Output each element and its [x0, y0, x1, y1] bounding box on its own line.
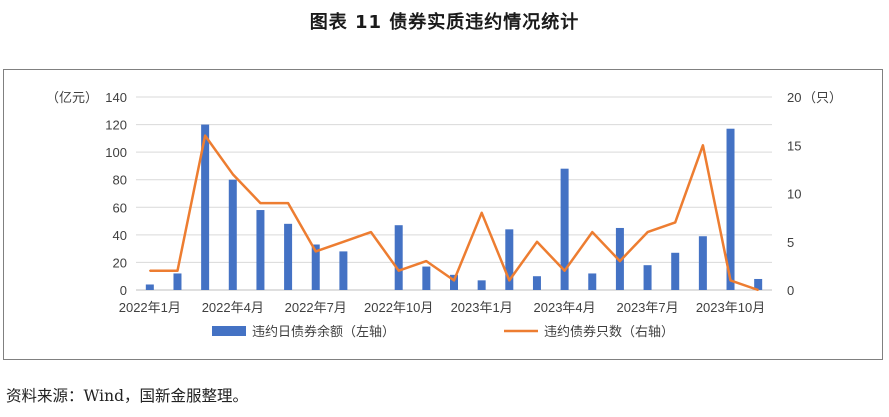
bar [726, 128, 735, 290]
line-point [453, 279, 455, 282]
line-point [757, 289, 759, 291]
left-axis-tick-label: 20 [113, 255, 127, 270]
bar [671, 252, 680, 290]
right-axis-tick-label: 10 [787, 187, 801, 202]
page-title: 图表 11 债券实质违约情况统计 [309, 12, 580, 33]
bar [284, 223, 293, 290]
bar [643, 265, 652, 290]
bar [754, 278, 763, 290]
line-point [397, 269, 400, 272]
line-point [259, 202, 262, 204]
x-axis-tick-label: 2023年1月 [451, 300, 513, 315]
bar [698, 236, 707, 290]
x-axis-tick-label: 2023年10月 [696, 300, 765, 315]
right-axis-tick-label: 0 [787, 283, 794, 298]
left-axis-tick-label: 140 [105, 90, 127, 105]
left-axis-tick-label: 40 [113, 228, 127, 243]
line-path [149, 134, 759, 292]
line-point [176, 269, 179, 272]
right-axis-unit: （只） [803, 91, 842, 106]
bar [256, 210, 265, 290]
bar [588, 273, 597, 290]
line-point [314, 250, 317, 253]
left-axis-tick-label: 100 [105, 145, 127, 160]
bar [505, 229, 514, 290]
bar [311, 244, 320, 290]
bar-series [145, 124, 763, 290]
right-axis-tick-label: 15 [787, 138, 801, 153]
left-axis-tick-label: 120 [105, 118, 127, 133]
line-point [425, 260, 428, 262]
bar [394, 225, 403, 290]
line-point [149, 269, 151, 272]
left-axis-tick-label: 0 [120, 283, 127, 298]
right-axis-ticks: 0 5 10 15 [787, 138, 801, 298]
legend-bar-swatch [212, 326, 246, 336]
line-point [702, 144, 704, 147]
left-axis-unit: （亿元） [46, 91, 98, 106]
line-point [480, 212, 483, 214]
bar [339, 251, 348, 290]
x-axis-tick-label: 2022年7月 [285, 300, 347, 315]
x-axis-tick-label: 2022年1月 [119, 300, 181, 315]
line-point [674, 221, 677, 224]
legend: 违约日债券余额（左轴） 违约债券只数（右轴） [212, 324, 674, 340]
bar [477, 280, 486, 290]
left-axis-tick-label: 60 [113, 200, 127, 215]
bar [201, 124, 210, 290]
right-axis-tick-max: 20 [787, 90, 801, 105]
line-point [342, 240, 345, 243]
bar [145, 284, 154, 290]
line-point [536, 240, 538, 243]
legend-line-label: 违约债券只数（右轴） [544, 324, 674, 340]
line-point [370, 231, 372, 233]
bar [615, 227, 624, 290]
bar [560, 168, 569, 290]
line-point [287, 202, 289, 204]
bar [450, 274, 458, 290]
x-axis-tick-label: 2022年4月 [202, 300, 264, 315]
x-axis-tick-label: 2023年4月 [534, 300, 596, 315]
line-series [149, 134, 759, 292]
line-point [563, 269, 566, 272]
line-point [619, 260, 621, 262]
bar [228, 179, 237, 290]
line-point [231, 173, 234, 175]
left-axis-tick-label: 80 [113, 173, 127, 188]
line-point [729, 279, 732, 282]
line-point [204, 134, 206, 137]
bar [422, 266, 431, 290]
source-note: 资料来源：Wind，国新金服整理。 [6, 387, 249, 405]
x-axis-tick-label: 2023年7月 [616, 300, 678, 315]
bar [532, 276, 541, 290]
line-point [591, 231, 594, 233]
gridlines [136, 96, 772, 291]
right-axis-tick-label: 5 [787, 235, 794, 250]
chart-frame [3, 69, 883, 360]
line-point [646, 231, 649, 233]
legend-bar-label: 违约日债券余额（左轴） [252, 324, 395, 340]
bar [173, 273, 182, 290]
line-point [508, 279, 511, 282]
x-axis-ticks: 2022年1月 2022年4月 2022年7月 2022年10月 2023年1月 2023… [119, 300, 765, 315]
left-axis-ticks: 0 20 40 60 80 100 120 140 [105, 90, 127, 298]
x-axis-tick-label: 2022年10月 [364, 300, 433, 315]
